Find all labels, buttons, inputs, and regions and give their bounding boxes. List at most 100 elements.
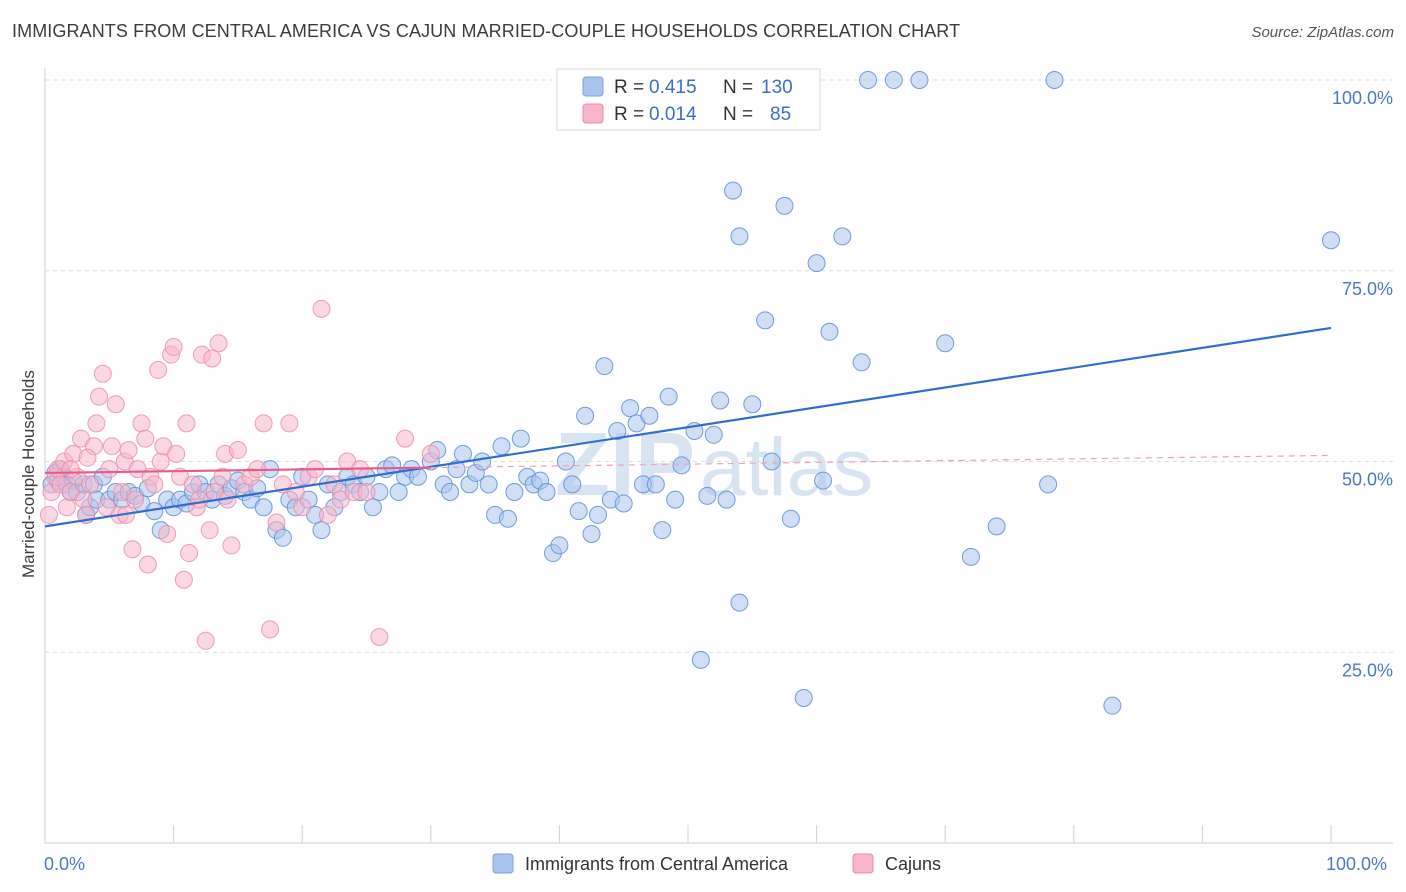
central-america-point (441, 483, 460, 502)
cajun-point (200, 521, 219, 540)
central-america-point (910, 71, 929, 89)
trend-lines (44, 326, 1332, 528)
series-central-america-points (42, 71, 1340, 715)
x-tick-max: 100.0% (1326, 854, 1387, 874)
central-america-point (852, 353, 871, 372)
central-america-point (492, 437, 511, 456)
cajun-point (357, 483, 376, 502)
central-america-point (582, 524, 601, 543)
legend-n-value-1: 130 (761, 77, 793, 98)
cajun-point (100, 460, 119, 479)
cajun-point (312, 299, 331, 318)
cajun-point (87, 414, 106, 433)
central-america-point (936, 334, 955, 353)
bottom-legend-label-pink: Cajuns (885, 854, 941, 874)
cajun-point (396, 429, 415, 448)
central-america-point (743, 395, 762, 414)
central-america-point (756, 311, 775, 330)
gridlines (45, 79, 1393, 653)
cajun-point (213, 467, 232, 486)
cajun-point (180, 544, 199, 563)
central-america-point (762, 452, 781, 471)
legend-n-value-2: 85 (770, 104, 791, 125)
trend-line-cajuns (44, 466, 431, 475)
central-america-point (537, 483, 556, 502)
central-america-point (479, 475, 498, 494)
central-america-point (814, 471, 833, 490)
central-america-point (987, 517, 1006, 536)
central-america-point (614, 494, 633, 513)
central-america-point (1322, 231, 1340, 250)
central-america-point (781, 509, 800, 528)
central-america-point (621, 399, 640, 418)
central-america-point (588, 505, 607, 524)
central-america-point (666, 490, 685, 509)
chart-title: IMMIGRANTS FROM CENTRAL AMERICA VS CAJUN… (12, 21, 961, 41)
cajun-point (126, 490, 145, 509)
central-america-point (717, 490, 736, 509)
central-america-point (640, 406, 659, 425)
central-america-point (884, 71, 903, 89)
central-america-point (807, 254, 826, 273)
legend-swatch-pink (582, 103, 604, 124)
cajun-point (78, 448, 97, 467)
cajun-point (74, 490, 93, 509)
central-america-point (363, 498, 382, 517)
cajun-point (196, 631, 215, 650)
y-tick-label: 50.0% (1342, 470, 1393, 490)
legend-bottom: Immigrants from Central America Cajuns (492, 853, 941, 874)
cajun-point (119, 441, 138, 460)
central-america-point (563, 475, 582, 494)
cajun-point (90, 387, 109, 406)
legend-swatch-blue (582, 76, 604, 97)
cajun-point (267, 513, 286, 532)
cajun-point (123, 540, 142, 559)
central-america-point (498, 509, 517, 528)
cajun-point (261, 620, 280, 639)
legend-n-label-2: N = (723, 104, 753, 125)
central-america-point (556, 452, 575, 471)
central-america-point (595, 357, 614, 376)
legend-top: R = 0.415 N = 130 R = 0.014 N = 85 (556, 68, 821, 131)
bottom-legend-swatch-pink (852, 853, 874, 874)
cajun-point (145, 475, 164, 494)
central-america-point (389, 483, 408, 502)
cajun-point (203, 349, 222, 368)
central-america-point (646, 475, 665, 494)
cajun-point (222, 536, 241, 555)
central-america-point (704, 425, 723, 444)
y-tick-labels: 25.0% 50.0% 75.0% 100.0% (1332, 88, 1393, 680)
cajun-point (102, 437, 121, 456)
y-tick-label: 25.0% (1342, 660, 1393, 680)
cajun-point (138, 555, 157, 574)
cajun-point (177, 414, 196, 433)
cajun-point (183, 475, 202, 494)
cajun-point (57, 498, 76, 517)
central-america-point (511, 429, 530, 448)
cajun-point (136, 429, 155, 448)
cajun-point (421, 444, 440, 463)
legend-r-label-1: R = (614, 77, 644, 98)
bottom-legend-swatch-blue (492, 853, 514, 874)
central-america-point (447, 460, 466, 479)
central-america-point (1103, 696, 1122, 715)
cajun-point (81, 475, 100, 494)
cajun-point (293, 498, 312, 517)
central-america-point (724, 181, 743, 200)
axes (44, 68, 1393, 844)
central-america-point (608, 421, 627, 440)
cajun-point (149, 360, 168, 379)
cajun-point (93, 364, 112, 383)
legend-r-value-1: 0.415 (649, 77, 697, 98)
central-america-point (273, 528, 292, 547)
central-america-point (691, 650, 710, 669)
cajun-point (254, 414, 273, 433)
series-cajuns-points (39, 299, 440, 650)
central-america-point (550, 536, 569, 555)
y-axis-title: Married-couple Households (19, 370, 38, 578)
central-america-point (775, 196, 794, 215)
central-america-point (672, 456, 691, 475)
cajun-point (106, 395, 125, 414)
central-america-point (659, 387, 678, 406)
